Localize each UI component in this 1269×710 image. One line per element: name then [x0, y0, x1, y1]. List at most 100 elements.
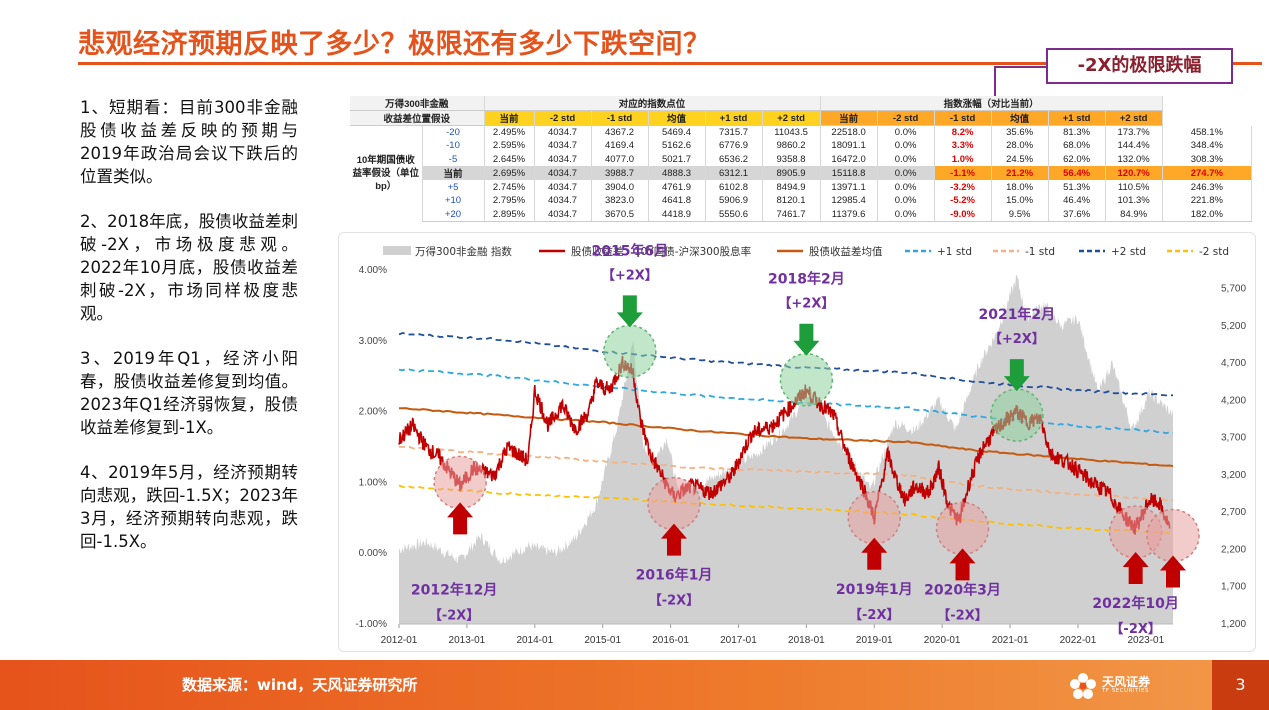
y-right-tick-label: 5,700	[1221, 284, 1246, 295]
yield-cell: 2.895%	[484, 207, 534, 221]
peak-marker-circle	[604, 325, 656, 377]
x-tick-label: 2021-01	[992, 635, 1029, 646]
trough-date-label: 2022年10月	[1092, 595, 1178, 612]
points-cell: 6536.2	[705, 153, 762, 167]
legend-label: -1 std	[1025, 246, 1055, 258]
points-cell: 3904.0	[591, 180, 648, 194]
pct-cell: 182.0%	[1162, 207, 1251, 221]
peak-date-label: 2015年6月	[591, 242, 668, 259]
table-body: 10年期国债收益率假设（单位bp） -20 2.495% 4034.7 4367.2 54…	[350, 126, 1252, 222]
paragraph-3: 3、2019年Q1，经济小阳春，股债收益差修复到均值。2023年Q1经济弱恢复，…	[80, 347, 298, 439]
y-left-tick-label: 1.00%	[359, 477, 387, 488]
bp-label: +20	[422, 207, 484, 221]
pct-cell: 84.9%	[1105, 207, 1162, 221]
pct-cell: 37.6%	[1048, 207, 1105, 221]
table-row: 当前 2.695% 4034.7 3988.7 4888.3 6312.1 8905.9 15…	[350, 166, 1252, 180]
y-left-tick-label: 4.00%	[359, 265, 387, 276]
points-cell: 5021.7	[648, 153, 705, 167]
table-row: +10 2.795% 4034.7 3823.0 4641.8 5906.9 8120.1 1…	[350, 194, 1252, 208]
pct-cell: 348.4%	[1162, 139, 1251, 153]
y-right-tick-label: 1,200	[1221, 619, 1246, 630]
pct-cell: 173.7%	[1105, 126, 1162, 140]
points-cell: 8905.9	[762, 166, 820, 180]
peak-date-label: 2021年2月	[978, 306, 1055, 323]
table-header-points: 对应的指数点位	[484, 96, 820, 111]
pct-cell: 81.3%	[1048, 126, 1105, 140]
chart-panel: 4.00% 3.00% 2.00% 1.00% 0.00% -1.00% 5,700 5,20…	[338, 232, 1256, 652]
table-header-change: 指数涨幅（对比当前）	[820, 96, 1162, 111]
col-header: 当前	[820, 111, 877, 126]
y-right-tick-label: 1,700	[1221, 582, 1246, 593]
pct-cell: 120.7%	[1105, 166, 1162, 180]
x-tick-label: 2022-01	[1060, 635, 1097, 646]
commentary: 1、短期看：目前300非金融股债收益差反映的预期与2019年政治局会议下跌后的位…	[80, 96, 298, 575]
trough-tag-label: 【-2X】	[649, 593, 699, 609]
x-tick-label: 2017-01	[720, 635, 757, 646]
y-left-tick-label: -1.00%	[355, 619, 387, 630]
page-title: 悲观经济预期反映了多少？极限还有多少下跌空间？	[78, 22, 711, 61]
bp-label: -10	[422, 139, 484, 153]
pct-cell: 51.3%	[1048, 180, 1105, 194]
pct-cell: 35.6%	[991, 126, 1048, 140]
points-cell: 5550.6	[705, 207, 762, 221]
points-cell: 3823.0	[591, 194, 648, 208]
points-cell: 22518.0	[820, 126, 877, 140]
col-header: 均值	[991, 111, 1048, 126]
callout-connector	[994, 66, 1046, 68]
yield-cell: 2.745%	[484, 180, 534, 194]
pct-cell: 458.1%	[1162, 126, 1251, 140]
points-cell: 3988.7	[591, 166, 648, 180]
y-right-tick-label: 3,200	[1221, 470, 1246, 481]
bp-label: 当前	[422, 166, 484, 180]
peak-marker-circle	[780, 354, 832, 406]
points-cell: 4641.8	[648, 194, 705, 208]
y-right-tick-label: 4,200	[1221, 395, 1246, 406]
peak-tag-label: 【+2X】	[778, 296, 834, 312]
pct-cell: -9.0%	[934, 207, 991, 221]
pct-cell: 246.3%	[1162, 180, 1251, 194]
logo-flower-icon	[1068, 671, 1098, 701]
trough-marker-circle	[848, 492, 900, 544]
pct-cell: 68.0%	[1048, 139, 1105, 153]
points-cell: 11043.5	[762, 126, 820, 140]
legend-label: -2 std	[1199, 246, 1229, 258]
trough-marker-circle	[937, 502, 989, 554]
trough-tag-label: 【-2X】	[429, 607, 479, 623]
points-cell: 6776.9	[705, 139, 762, 153]
trough-date-label: 2012年12月	[411, 581, 497, 598]
trough-marker-circle	[1147, 510, 1199, 562]
y-right-tick-label: 5,200	[1221, 321, 1246, 332]
table-row: -5 2.645% 4034.7 4077.0 5021.7 6536.2 9358.8 16…	[350, 153, 1252, 167]
points-cell: 15118.8	[820, 166, 877, 180]
trough-tag-label: 【-2X】	[849, 607, 899, 623]
points-cell: 16472.0	[820, 153, 877, 167]
points-cell: 9358.8	[762, 153, 820, 167]
pct-cell: 28.0%	[991, 139, 1048, 153]
trough-marker-circle	[648, 478, 700, 530]
pct-cell: 21.2%	[991, 166, 1048, 180]
points-cell: 4888.3	[648, 166, 705, 180]
page-number: 3	[1212, 660, 1269, 710]
points-cell: 5906.9	[705, 194, 762, 208]
col-header: -1 std	[934, 111, 991, 126]
down-arrow-icon	[617, 295, 643, 327]
peak-tag-label: 【+2X】	[989, 331, 1045, 347]
trough-date-label: 2019年1月	[836, 581, 913, 598]
yield-cell: 2.595%	[484, 139, 534, 153]
trough-date-label: 2016年1月	[636, 567, 713, 584]
points-cell: 13971.1	[820, 180, 877, 194]
peak-tag-label: 【+2X】	[602, 267, 658, 283]
points-cell: 7315.7	[705, 126, 762, 140]
pct-cell: 9.5%	[991, 207, 1048, 221]
points-cell: 18091.1	[820, 139, 877, 153]
col-header: +2 std	[762, 111, 820, 126]
y-right-tick-label: 2,700	[1221, 507, 1246, 518]
pct-cell: 0.0%	[877, 139, 934, 153]
paragraph-2: 2、2018年底，股债收益差刺破-2X，市场极度悲观。2022年10月底，股债收…	[80, 210, 298, 325]
y-left-tick-label: 3.00%	[359, 336, 387, 347]
table-header-index: 万得300非金融	[350, 96, 484, 111]
pct-cell: 8.2%	[934, 126, 991, 140]
col-header: -2 std	[877, 111, 934, 126]
pct-cell: -1.1%	[934, 166, 991, 180]
y-left-tick-label: 2.00%	[359, 407, 387, 418]
